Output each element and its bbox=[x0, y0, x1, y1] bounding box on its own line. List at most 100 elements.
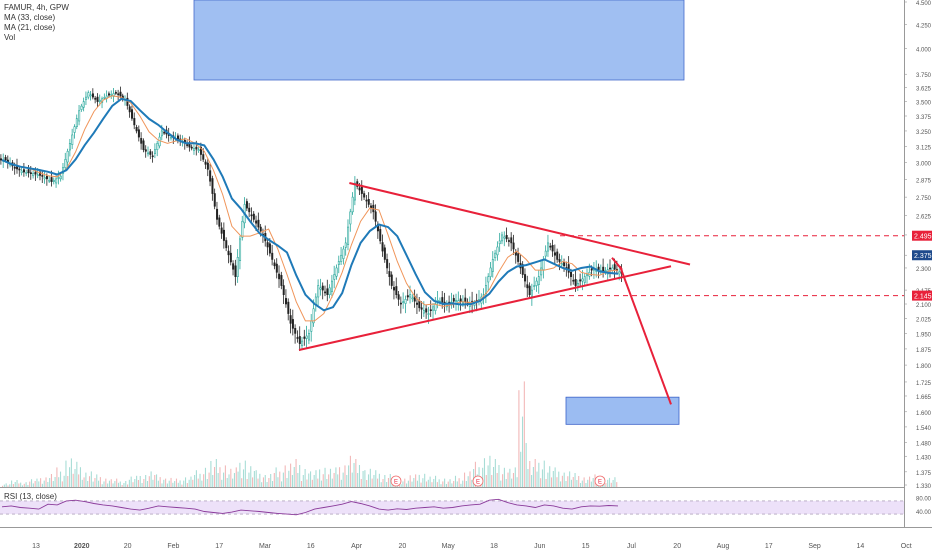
volume-bar bbox=[538, 462, 540, 487]
candle-body bbox=[393, 287, 396, 291]
volume-bar bbox=[156, 474, 158, 487]
volume-bar bbox=[418, 474, 420, 487]
volume-bar bbox=[136, 475, 138, 487]
volume-bar bbox=[413, 478, 415, 487]
candle-body bbox=[275, 263, 278, 273]
volume-bar bbox=[442, 481, 444, 487]
candle-body bbox=[404, 299, 407, 304]
candle-body bbox=[27, 169, 30, 174]
volume-bar bbox=[92, 481, 94, 487]
candle-body bbox=[273, 262, 276, 267]
volume-bar bbox=[284, 465, 286, 487]
volume-bar bbox=[337, 474, 339, 487]
candle-body bbox=[204, 161, 207, 165]
volume-bar bbox=[355, 459, 357, 487]
candle-body bbox=[498, 240, 501, 245]
volume-bar bbox=[454, 475, 457, 487]
volume-bar bbox=[81, 479, 83, 487]
volume-bar bbox=[445, 484, 447, 487]
volume-bar bbox=[514, 467, 516, 487]
volume-bar bbox=[121, 485, 123, 487]
volume-bar bbox=[261, 482, 263, 487]
candle-body bbox=[257, 219, 260, 228]
candle-body bbox=[395, 286, 398, 295]
volume-bar bbox=[201, 480, 203, 487]
candle-body bbox=[87, 92, 90, 98]
volume-bar bbox=[527, 469, 529, 487]
candle-body bbox=[232, 263, 235, 270]
candle-body bbox=[303, 336, 306, 339]
volume-bar bbox=[295, 459, 297, 487]
volume-bar bbox=[290, 463, 292, 487]
candle-body bbox=[342, 248, 345, 259]
volume-bar bbox=[322, 474, 324, 487]
candle-body bbox=[4, 157, 7, 161]
volume-bar bbox=[346, 475, 348, 487]
candle-body bbox=[572, 279, 575, 282]
volume-bar bbox=[485, 475, 487, 487]
candle-body bbox=[452, 298, 455, 302]
candle-body bbox=[34, 171, 37, 175]
volume-bar bbox=[293, 467, 295, 487]
price-label-box bbox=[912, 250, 932, 261]
time-tick-label: 20 bbox=[399, 543, 407, 550]
volume-bar bbox=[563, 472, 565, 487]
candle-body bbox=[340, 254, 343, 262]
candle-body bbox=[39, 171, 42, 176]
volume-bar bbox=[342, 472, 344, 487]
candle-body bbox=[163, 131, 166, 134]
candle-body bbox=[80, 105, 83, 110]
price-label-text: 2.375 bbox=[914, 253, 932, 260]
candle-body bbox=[609, 267, 612, 270]
volume-bar bbox=[36, 478, 38, 487]
volume-bar bbox=[99, 477, 101, 487]
candle-body bbox=[119, 91, 122, 97]
price-tick-label: 1.330 bbox=[916, 484, 932, 490]
volume-bar bbox=[199, 473, 201, 487]
volume-bar bbox=[139, 476, 141, 487]
price-tick-label: 4.500 bbox=[916, 1, 932, 7]
candle-body bbox=[133, 118, 136, 126]
price-tick-label: 1.950 bbox=[916, 332, 932, 338]
volume-bar bbox=[184, 477, 187, 487]
volume-bar bbox=[444, 478, 446, 487]
volume-bar bbox=[20, 482, 22, 487]
volume-bar bbox=[87, 481, 89, 487]
volume-bar bbox=[183, 480, 185, 487]
candle-body bbox=[91, 93, 94, 98]
volume-bar bbox=[165, 478, 167, 487]
volume-bar bbox=[576, 480, 578, 487]
candle-body bbox=[528, 285, 531, 295]
time-tick-label: Sep bbox=[808, 543, 821, 550]
candle-body bbox=[142, 140, 145, 150]
candle-body bbox=[390, 274, 393, 286]
candle-body bbox=[558, 259, 561, 262]
volume-bar bbox=[406, 483, 408, 487]
candle-body bbox=[59, 175, 62, 180]
volume-bar bbox=[310, 471, 312, 487]
volume-bar bbox=[487, 465, 489, 487]
volume-bar bbox=[491, 475, 493, 487]
volume-bar bbox=[306, 479, 308, 487]
candle-body bbox=[420, 307, 423, 310]
candle-body bbox=[236, 257, 239, 277]
candle-body bbox=[399, 302, 402, 305]
candle-body bbox=[202, 154, 205, 160]
candle-body bbox=[344, 242, 347, 248]
volume-bar bbox=[387, 478, 390, 487]
candle-body bbox=[153, 149, 156, 154]
volume-bar bbox=[424, 473, 426, 487]
volume-bar bbox=[107, 483, 109, 487]
volume-bar bbox=[25, 482, 27, 487]
candle-body bbox=[602, 266, 605, 272]
volume-bar bbox=[177, 482, 179, 487]
time-tick-label: Mar bbox=[259, 543, 272, 550]
volume-bar bbox=[224, 465, 226, 487]
volume-bar bbox=[219, 467, 221, 487]
volume-bar bbox=[127, 484, 129, 487]
volume-bar bbox=[221, 479, 223, 487]
candle-body bbox=[455, 299, 458, 302]
time-tick-label: 16 bbox=[307, 543, 315, 550]
volume-bar bbox=[18, 483, 20, 487]
candle-body bbox=[360, 186, 363, 194]
